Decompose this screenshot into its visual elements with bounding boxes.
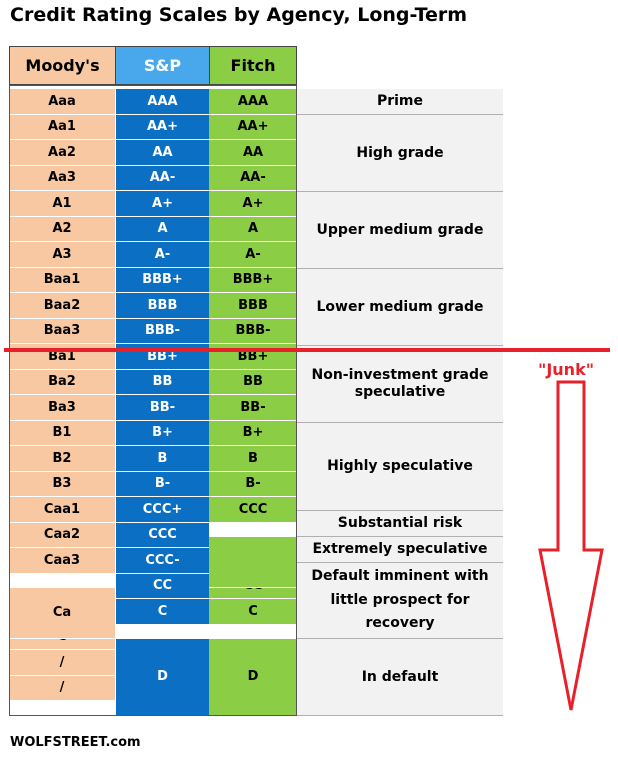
- sp-cell: B: [116, 446, 209, 472]
- desc-prime: Prime: [297, 89, 503, 115]
- fitch-cell: A+: [209, 191, 297, 217]
- sp-cell: AAA: [116, 89, 209, 115]
- header-fitch: Fitch: [209, 46, 297, 85]
- sp-cell: BB-: [116, 395, 209, 421]
- sp-cell: B+: [116, 421, 209, 446]
- sp-cell: BBB: [116, 293, 209, 319]
- header-sp: S&P: [116, 46, 209, 85]
- fitch-cell: AA+: [209, 115, 297, 140]
- moodys-cell-ca: Ca: [9, 588, 116, 639]
- fitch-cell-empty: [209, 537, 297, 588]
- junk-divider-line: [4, 348, 610, 352]
- desc-high-grade: High grade: [297, 115, 503, 192]
- sp-cell: CCC-: [116, 548, 209, 574]
- fitch-cell: C: [209, 599, 297, 625]
- header-moodys: Moody's: [9, 46, 116, 85]
- sp-cell: AA-: [116, 166, 209, 191]
- moodys-cell: A1: [9, 191, 116, 217]
- moodys-cell: B1: [9, 421, 116, 446]
- moodys-cell: Caa1: [9, 497, 116, 523]
- fitch-cell: BB-: [209, 395, 297, 421]
- desc-non-investment: Non-investment grade speculative: [297, 346, 503, 423]
- desc-lower-medium: Lower medium grade: [297, 269, 503, 346]
- moodys-cell: Aa3: [9, 166, 116, 191]
- fitch-cell: A: [209, 217, 297, 242]
- page-title: Credit Rating Scales by Agency, Long-Ter…: [10, 4, 468, 26]
- moodys-cell: A2: [9, 217, 116, 242]
- sp-cell: A-: [116, 242, 209, 268]
- junk-label: "Junk": [538, 360, 595, 379]
- desc-extremely-speculative: Extremely speculative: [297, 537, 503, 563]
- sp-cell: A: [116, 217, 209, 242]
- sp-cell-d: D: [116, 639, 209, 716]
- moodys-cell: Aa2: [9, 140, 116, 166]
- moodys-cell: Baa3: [9, 319, 116, 344]
- moodys-cell: Baa1: [9, 268, 116, 293]
- sp-cell: A+: [116, 191, 209, 217]
- desc-highly-speculative: Highly speculative: [297, 423, 503, 511]
- fitch-cell: B+: [209, 421, 297, 446]
- sp-cell: CCC: [116, 523, 209, 548]
- moodys-cell: Aaa: [9, 89, 116, 115]
- desc-in-default: In default: [297, 639, 503, 716]
- fitch-cell: BB: [209, 370, 297, 395]
- sp-cell: BBB+: [116, 268, 209, 293]
- moodys-cell: A3: [9, 242, 116, 268]
- desc-substantial-risk: Substantial risk: [297, 511, 503, 537]
- sp-cell: B-: [116, 472, 209, 497]
- sp-cell: C: [116, 599, 209, 625]
- fitch-cell-d: D: [209, 639, 297, 716]
- moodys-cell: B3: [9, 472, 116, 497]
- sp-cell: BBB-: [116, 319, 209, 344]
- fitch-cell: A-: [209, 242, 297, 268]
- fitch-cell: BBB: [209, 293, 297, 319]
- fitch-cell: B-: [209, 472, 297, 497]
- moodys-cell: B2: [9, 446, 116, 472]
- moodys-cell: Baa2: [9, 293, 116, 319]
- down-arrow-icon: [538, 380, 604, 711]
- moodys-cell: Ba3: [9, 395, 116, 421]
- fitch-cell: AA-: [209, 166, 297, 191]
- fitch-cell: AAA: [209, 89, 297, 115]
- moodys-cell: /: [9, 650, 116, 676]
- sp-cell: CCC+: [116, 497, 209, 523]
- sp-cell: BB: [116, 370, 209, 395]
- moodys-cell: Caa3: [9, 548, 116, 574]
- fitch-cell: AA: [209, 140, 297, 166]
- moodys-cell: Caa2: [9, 523, 116, 548]
- fitch-cell: BBB-: [209, 319, 297, 344]
- desc-upper-medium: Upper medium grade: [297, 192, 503, 269]
- fitch-cell: CCC: [209, 497, 297, 523]
- moodys-cell: /: [9, 676, 116, 701]
- moodys-cell: Aa1: [9, 115, 116, 140]
- sp-cell: CC: [116, 574, 209, 599]
- desc-default-imminent: Default imminent with little prospect fo…: [297, 563, 503, 639]
- fitch-cell: B: [209, 446, 297, 472]
- source-footer: WOLFSTREET.com: [10, 735, 141, 750]
- moodys-cell: Ba2: [9, 370, 116, 395]
- fitch-cell: BBB+: [209, 268, 297, 293]
- sp-cell: AA: [116, 140, 209, 166]
- sp-cell: AA+: [116, 115, 209, 140]
